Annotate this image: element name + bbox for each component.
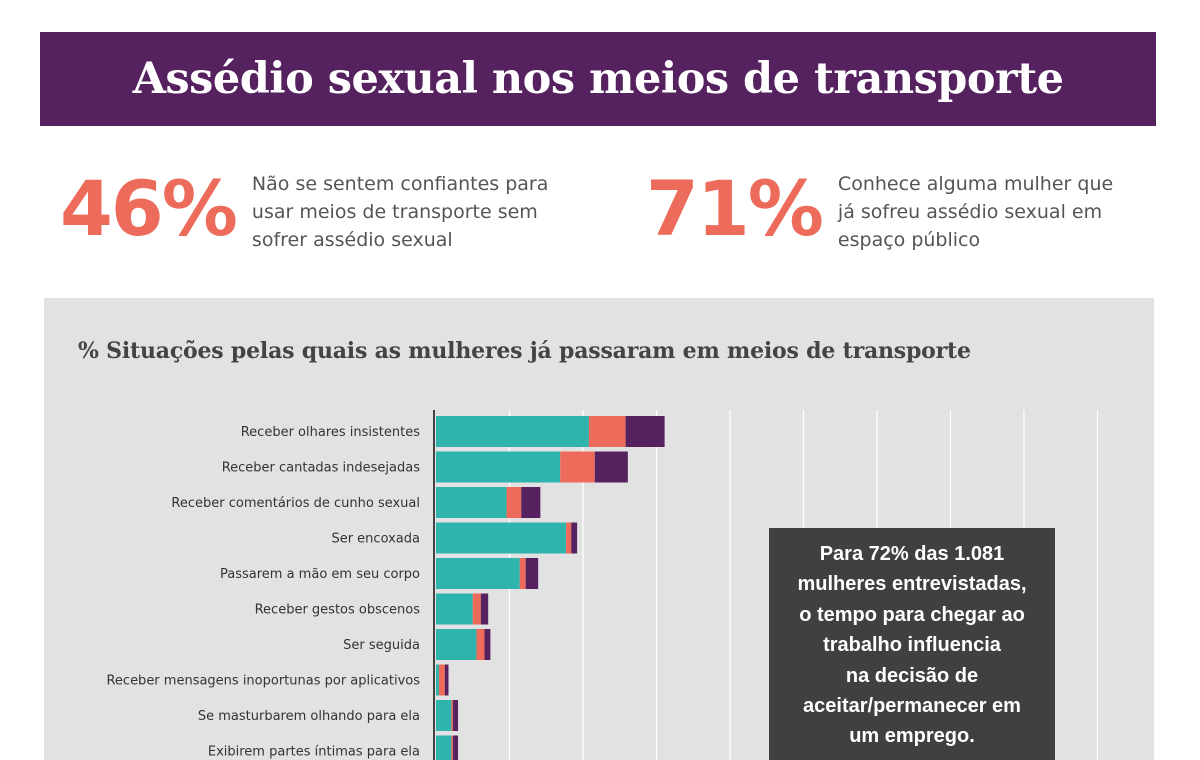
stat-line: já sofreu assédio sexual em [837, 201, 1103, 223]
stat-description: Não se sentem confiantes para usar meios… [252, 170, 582, 254]
bar-segment-coral [588, 416, 626, 447]
category-labels: Receber olhares insistentes Receber canta… [106, 425, 420, 760]
bar-segment-purple [484, 629, 491, 660]
stat-description: Conhece alguma mulher que já sofreu assé… [838, 170, 1168, 254]
callout-line: o tempo para chegar ao [799, 603, 1025, 626]
bar-segment-coral [560, 451, 595, 483]
bar-segment-purple [452, 700, 459, 731]
category-label: Receber cantadas indesejadas [222, 461, 421, 476]
bar-segment-teal [436, 487, 507, 518]
bar-segment-purple [452, 735, 459, 760]
bar-segment-teal [436, 451, 561, 483]
bar-segment-teal [436, 700, 452, 731]
category-label: Ser encoxada [331, 532, 420, 547]
callout-line: na decisão de [845, 664, 979, 687]
bar-segment-coral [566, 522, 572, 554]
category-label: Passarem a mão em seu corpo [220, 567, 420, 582]
chart-title: % Situações pelas quais as mulheres já p… [78, 338, 971, 364]
stat-line: usar meios de transporte sem [251, 201, 538, 223]
category-label: Receber olhares insistentes [241, 425, 420, 440]
stat-value: 71% [646, 164, 824, 253]
callout-line: um emprego. [849, 725, 975, 748]
bars [436, 416, 665, 760]
bar-segment-coral [451, 735, 453, 760]
bar-segment-teal [436, 735, 452, 760]
stat-value: 46% [60, 164, 238, 253]
callout-line: Para 72% das 1.081 [819, 543, 1005, 565]
bar-segment-purple [480, 593, 489, 625]
callout-line: mulheres entrevistadas, [797, 573, 1027, 596]
bar-segment-teal [436, 593, 473, 625]
stat-line: sofrer assédio sexual [251, 229, 453, 251]
bar-segment-coral [472, 593, 481, 625]
stat-block-2: 71% Conhece alguma mulher que já sofreu … [646, 168, 1168, 254]
callout-line: trabalho influencia [823, 634, 1001, 657]
category-label: Receber comentários de cunho sexual [171, 496, 420, 511]
bar-segment-purple [521, 487, 541, 518]
bar-segment-teal [436, 629, 477, 660]
bar-segment-coral [438, 664, 445, 696]
bar-segment-teal [436, 522, 567, 554]
bar-segment-teal [436, 664, 439, 696]
title-banner: Assédio sexual nos meios de transporte [40, 32, 1156, 126]
callout-box: Para 72% das 1.081 mulheres entrevistada… [769, 528, 1055, 760]
callout-line: aceitar/permanecer em [803, 695, 1021, 718]
stat-line: Não se sentem confiantes para [251, 173, 549, 195]
bar-segment-purple [525, 558, 539, 589]
category-label: Exibirem partes íntimas para ela [208, 745, 420, 760]
bar-segment-purple [625, 416, 665, 447]
bar-segment-coral [506, 487, 522, 518]
category-label: Receber gestos obscenos [255, 603, 421, 618]
category-label: Receber mensagens inoportunas por aplica… [106, 674, 420, 689]
category-label: Ser seguida [343, 638, 420, 653]
bar-segment-purple [594, 451, 628, 483]
category-label: Se masturbarem olhando para ela [198, 709, 420, 724]
stat-block-1: 46% Não se sentem confiantes para usar m… [60, 168, 582, 254]
bar-segment-coral [519, 558, 526, 589]
stat-line: espaço público [837, 229, 981, 251]
bar-segment-teal [436, 416, 589, 447]
page-title: Assédio sexual nos meios de transporte [132, 54, 1064, 104]
bar-segment-coral [451, 700, 453, 731]
bar-segment-teal [436, 558, 520, 589]
stat-line: Conhece alguma mulher que [837, 173, 1114, 195]
bar-segment-coral [476, 629, 485, 660]
bar-segment-purple [444, 664, 449, 696]
bar-segment-purple [571, 522, 578, 554]
